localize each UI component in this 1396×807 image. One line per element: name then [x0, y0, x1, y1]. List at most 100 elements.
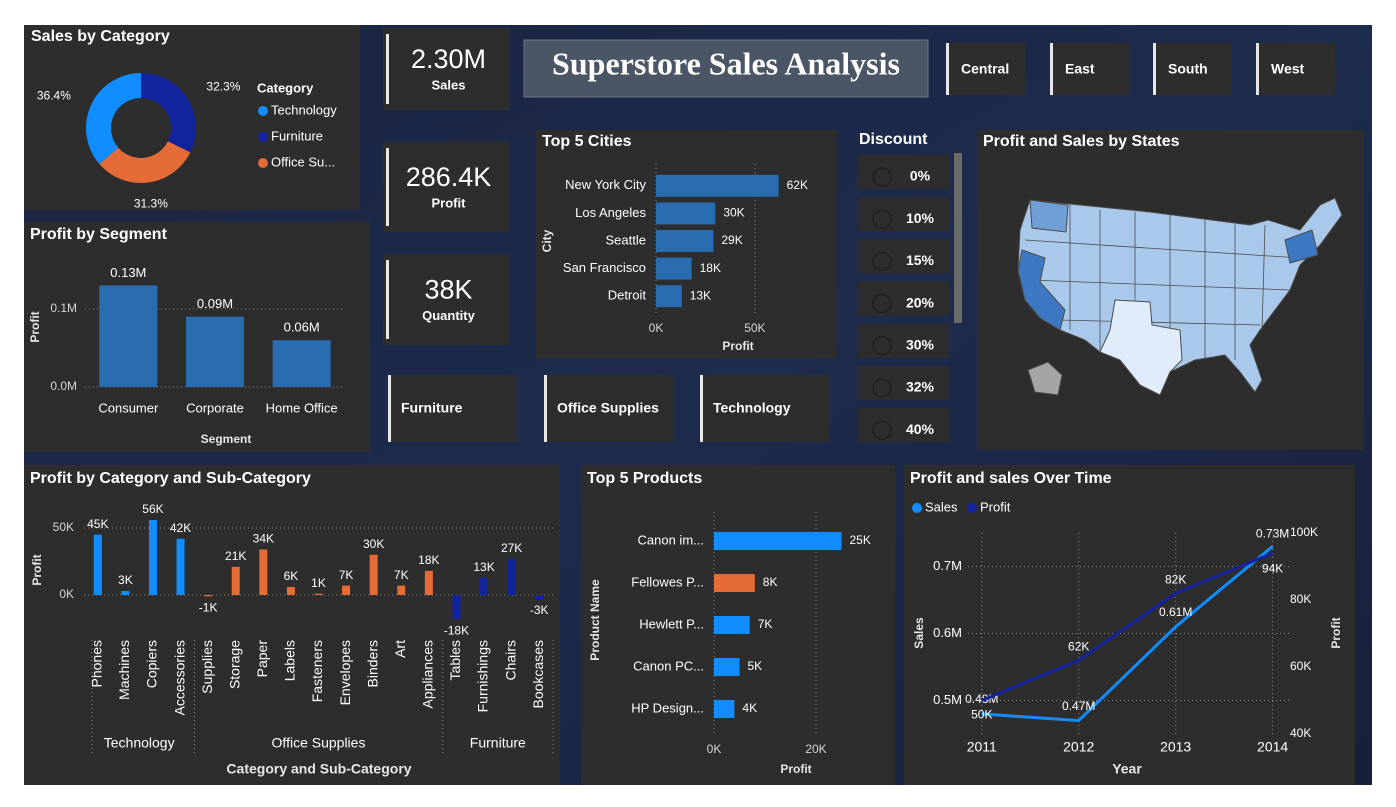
discount-label[interactable]: 0%	[910, 168, 931, 184]
x-tick-label: Copiers	[144, 640, 160, 688]
bar	[452, 595, 461, 620]
bar	[93, 534, 102, 595]
x-tick-label: 20K	[805, 742, 826, 756]
kpi-label: Profit	[432, 195, 467, 210]
legend-marker	[967, 503, 977, 513]
data-label: 0.09M	[197, 296, 233, 311]
bar	[714, 532, 842, 550]
category-label[interactable]: Furniture	[401, 400, 463, 416]
category-label[interactable]: Office Supplies	[557, 400, 659, 416]
bar	[286, 586, 295, 595]
legend-title: Category	[257, 80, 314, 95]
category-button[interactable]	[388, 375, 518, 442]
data-label: -3K	[530, 603, 549, 617]
discount-option[interactable]	[858, 323, 950, 358]
x-axis-title: Profit	[780, 762, 811, 776]
kpi-card	[383, 254, 510, 345]
x-axis-title: Profit	[722, 339, 753, 353]
scrollbar[interactable]	[954, 153, 962, 323]
discount-label[interactable]: 10%	[906, 210, 935, 226]
state-new-york[interactable]	[1284, 229, 1319, 264]
discount-label[interactable]: 32%	[906, 379, 935, 395]
chart-title: Profit by Category and Sub-Category	[30, 470, 311, 487]
radio-button[interactable]	[872, 293, 892, 314]
y2-tick-label: 80K	[1290, 592, 1311, 606]
discount-option[interactable]	[858, 197, 950, 232]
bar	[507, 558, 516, 595]
region-button[interactable]	[946, 43, 1025, 95]
category-label[interactable]: Technology	[713, 400, 791, 416]
data-label: 62K	[787, 178, 808, 192]
bar	[259, 549, 268, 595]
discount-label[interactable]: 30%	[906, 337, 935, 353]
legend-label: Furniture	[271, 128, 323, 143]
chart-title: Profit and sales Over Time	[910, 470, 1112, 487]
data-label: 62K	[1068, 639, 1089, 653]
y-tick-label: Canon PC...	[633, 658, 704, 673]
radio-button[interactable]	[872, 420, 892, 440]
state-california[interactable]	[1017, 249, 1066, 331]
x-tick-label: Accessories	[171, 640, 187, 715]
region-button[interactable]	[1153, 43, 1232, 95]
discount-option[interactable]	[858, 281, 950, 316]
region-button[interactable]	[1256, 43, 1335, 95]
y-tick-label: 0.0M	[50, 379, 77, 393]
category-button[interactable]	[700, 375, 830, 442]
discount-label[interactable]: 40%	[906, 421, 935, 437]
group-label: Furniture	[470, 735, 526, 751]
kpi-label: Quantity	[422, 308, 475, 323]
data-label: 56K	[142, 502, 163, 516]
discount-option[interactable]	[858, 155, 950, 189]
data-label: 4K	[742, 701, 757, 715]
state-texas[interactable]	[1099, 299, 1183, 396]
discount-option[interactable]	[858, 366, 950, 400]
x-tick-label: 2011	[967, 739, 997, 755]
kpi-label: Sales	[432, 77, 466, 92]
group-label: Office Supplies	[272, 735, 366, 751]
data-label: 34K	[253, 532, 274, 546]
radio-button[interactable]	[872, 167, 892, 187]
region-label[interactable]: West	[1271, 61, 1305, 77]
x-tick-label: Binders	[364, 640, 380, 687]
data-label: 82K	[1165, 572, 1186, 586]
x-tick-label: Chairs	[502, 640, 518, 680]
bar	[656, 285, 682, 308]
x-tick-label: Labels	[282, 640, 298, 681]
x-tick-label: Furnishings	[475, 640, 491, 712]
chart-title: Sales by Category	[31, 28, 170, 45]
bar	[148, 519, 157, 595]
state-alaska[interactable]	[1027, 361, 1063, 396]
data-label: 1K	[311, 576, 326, 590]
x-axis-title: Year	[1112, 761, 1142, 777]
region-label[interactable]: Central	[961, 61, 1009, 77]
kpi-card	[383, 142, 510, 232]
x-tick-label: Supplies	[199, 640, 215, 694]
radio-button[interactable]	[872, 251, 892, 272]
data-label: 30K	[723, 206, 744, 220]
x-axis-title: Category and Sub-Category	[226, 761, 411, 777]
y-tick-label: Canon im...	[638, 532, 704, 547]
y-axis-title: Profit	[28, 311, 42, 342]
region-label[interactable]: South	[1168, 61, 1208, 77]
discount-option[interactable]	[858, 408, 950, 443]
radio-button[interactable]	[872, 378, 892, 398]
discount-label[interactable]: 15%	[906, 252, 935, 268]
bar	[714, 616, 750, 634]
bar	[656, 202, 716, 225]
radio-button[interactable]	[872, 336, 892, 356]
discount-option[interactable]	[858, 239, 950, 274]
state-washington[interactable]	[1029, 199, 1069, 233]
category-button[interactable]	[544, 375, 674, 442]
kpi-accent	[386, 148, 389, 226]
bar	[186, 316, 244, 387]
region-label[interactable]: East	[1065, 61, 1095, 77]
y-tick-label: Fellowes P...	[631, 574, 704, 589]
region-button[interactable]	[1050, 43, 1129, 95]
y2-tick-label: 100K	[1290, 525, 1318, 539]
data-label: 0.73M	[1256, 527, 1289, 541]
discount-label[interactable]: 20%	[906, 294, 935, 310]
data-label: 7K	[758, 617, 773, 631]
radio-button[interactable]	[872, 209, 892, 229]
data-label: 13K	[690, 288, 711, 302]
x-tick-label: Art	[392, 640, 408, 658]
